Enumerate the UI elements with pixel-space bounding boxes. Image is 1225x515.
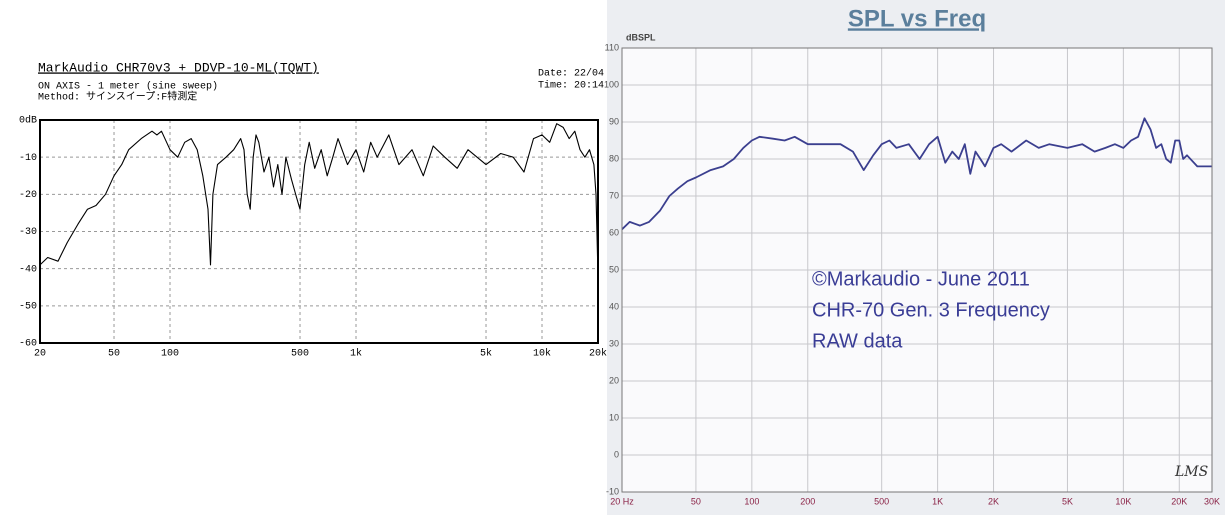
y-tick-label: 40 [609, 301, 619, 311]
x-tick-label: 20k [589, 348, 607, 360]
x-tick-label: 5K [1062, 496, 1073, 506]
y-tick-label: -40 [19, 264, 37, 275]
x-tick-label: 200 [800, 496, 815, 506]
x-tick-label: 10K [1115, 496, 1131, 506]
chart-title: MarkAudio CHR70v3 + DDVP-10-ML(TQWT) [38, 60, 319, 75]
subtitle: Method: サインスイープ:F特測定 [38, 90, 197, 104]
data-line [621, 117, 1212, 230]
logo: LMS [1174, 464, 1208, 480]
y-tick-label: 30 [609, 338, 619, 348]
x-tick-label: 5k [480, 348, 492, 360]
time-label: Time: 20:14 [538, 80, 604, 92]
date-label: Date: 22/04 [538, 68, 604, 80]
y-tick-label: 50 [609, 264, 619, 274]
chart-title: SPL vs Freq [848, 5, 986, 32]
annotation: RAW data [812, 330, 903, 352]
y-tick-label: -60 [19, 339, 37, 350]
x-tick-label: 2K [988, 496, 999, 506]
plot-border [621, 47, 1213, 493]
y-tick-label: -10 [606, 486, 619, 496]
x-tick-label: 20 [34, 349, 46, 360]
y-tick-label: -10 [19, 153, 37, 164]
y-tick-label: 10 [609, 412, 619, 422]
x-tick-label: 500 [874, 496, 889, 506]
y-tick-label: 60 [609, 227, 619, 237]
annotation: CHR-70 Gen. 3 Frequency [812, 299, 1050, 321]
y-tick-label: 80 [609, 153, 619, 163]
y-tick-label: 0dB [19, 115, 37, 127]
annotation: ©Markaudio - June 2011 [812, 268, 1030, 290]
y-tick-label: 110 [605, 42, 619, 52]
y-tick-label: -50 [19, 301, 37, 312]
x-tick-label: 500 [291, 349, 309, 360]
y-axis-label: dBSPL [626, 32, 656, 42]
x-tick-label: 20 Hz [610, 496, 634, 506]
y-tick-label: -20 [19, 190, 37, 201]
y-tick-label: 90 [609, 116, 619, 126]
y-tick-label: 70 [609, 190, 619, 200]
data-line [39, 123, 599, 277]
x-tick-label: 50 [108, 349, 120, 360]
x-tick-label: 100 [161, 349, 179, 360]
x-tick-label: 30K [1204, 496, 1220, 506]
x-tick-label: 1k [350, 348, 362, 360]
x-tick-label: 20K [1171, 496, 1187, 506]
y-tick-label: 20 [609, 375, 619, 385]
x-tick-label: 100 [744, 496, 759, 506]
x-tick-label: 1K [932, 496, 943, 506]
y-tick-label: 100 [604, 79, 619, 89]
subtitle: ON AXIS - 1 meter (sine sweep) [38, 81, 218, 93]
y-tick-label: 0 [614, 449, 619, 459]
x-tick-label: 10k [533, 348, 551, 360]
y-tick-label: -30 [19, 227, 37, 238]
x-tick-label: 50 [691, 496, 701, 506]
plot-border [39, 119, 599, 344]
